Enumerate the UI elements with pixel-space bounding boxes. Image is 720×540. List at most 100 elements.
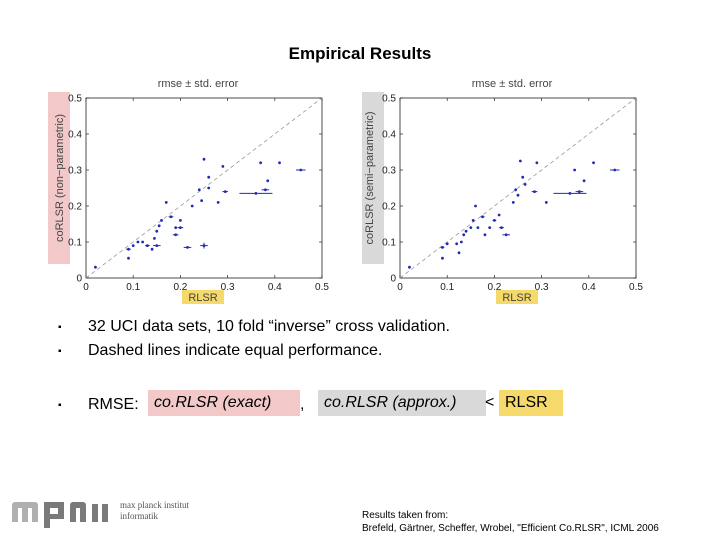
point-marker	[169, 215, 173, 219]
point-marker	[518, 159, 522, 163]
data-point	[222, 190, 229, 193]
x-tick-label: 0.4	[268, 282, 282, 293]
bullet-text: 32 UCI data sets, 10 fold “inverse” cros…	[88, 318, 450, 335]
point-marker	[516, 193, 520, 197]
bullet-icon: ▪	[58, 322, 62, 333]
data-point	[94, 265, 97, 269]
source-label: Results taken from:	[362, 510, 449, 521]
point-marker	[221, 165, 225, 168]
point-marker	[94, 265, 97, 269]
data-point	[457, 251, 461, 255]
data-point	[514, 188, 518, 192]
data-point	[582, 179, 586, 183]
x-tick-label: 0.1	[440, 282, 454, 293]
point-marker	[136, 240, 140, 244]
point-marker	[504, 233, 508, 237]
point-marker	[582, 179, 586, 183]
point-marker	[511, 201, 515, 204]
x-tick-label: 0.2	[173, 282, 187, 293]
data-point	[127, 256, 130, 260]
point-marker	[164, 201, 168, 204]
point-marker	[459, 240, 463, 244]
data-point	[216, 201, 220, 204]
chart-title: rmse ± std. error	[472, 78, 553, 90]
data-point	[183, 246, 192, 249]
bullet-text: Dashed lines indicate equal performance.	[88, 342, 383, 359]
point-marker	[462, 233, 466, 237]
data-point	[202, 157, 206, 161]
point-marker	[457, 251, 461, 255]
point-marker	[299, 168, 303, 172]
data-point	[408, 265, 411, 269]
data-point	[511, 201, 515, 204]
data-point	[266, 179, 270, 183]
source-citation: Results taken from: Brefeld, Gärtner, Sc…	[362, 509, 659, 535]
data-point	[261, 188, 270, 192]
point-marker	[514, 188, 518, 192]
highlight-approx: co.RLSR (approx.)	[318, 390, 486, 416]
x-tick-label: 0.5	[629, 282, 643, 293]
data-point	[150, 247, 154, 251]
data-point	[200, 242, 208, 249]
data-point	[464, 229, 468, 233]
y-tick-label: 0.1	[382, 238, 396, 249]
data-point	[516, 193, 520, 197]
data-point	[172, 233, 179, 237]
plot-frame	[85, 97, 323, 279]
point-marker	[197, 188, 201, 192]
data-point	[535, 161, 539, 165]
data-point	[168, 215, 174, 219]
point-marker	[186, 246, 189, 249]
point-marker	[469, 226, 473, 230]
x-tick-label: 0.1	[126, 282, 140, 293]
point-marker	[127, 256, 130, 260]
point-marker	[408, 265, 411, 269]
data-point	[518, 159, 522, 163]
data-point	[141, 240, 145, 244]
data-point	[160, 219, 163, 222]
less-than-sign: <	[485, 394, 495, 411]
data-point	[575, 190, 584, 193]
point-marker	[207, 175, 211, 179]
logo-text-line: informatik	[120, 511, 158, 521]
x-axis-label: RLSR	[188, 292, 217, 304]
data-point	[207, 175, 211, 179]
point-marker	[263, 188, 267, 192]
point-marker	[488, 226, 492, 230]
data-point	[523, 183, 527, 186]
point-marker	[521, 175, 525, 179]
point-marker	[500, 226, 503, 230]
data-point	[455, 242, 459, 246]
point-marker	[174, 233, 178, 237]
separator-comma: ,	[300, 396, 305, 413]
point-marker	[266, 179, 270, 183]
point-marker	[535, 161, 539, 165]
equal-performance-line	[399, 97, 637, 279]
point-marker	[481, 215, 484, 219]
point-marker	[216, 201, 220, 204]
data-point	[126, 247, 131, 251]
y-tick-label: 0.4	[68, 130, 82, 141]
point-marker	[145, 244, 149, 248]
bullet-icon: ▪	[58, 346, 62, 357]
plot-frame	[399, 97, 637, 279]
slide-title: Empirical Results	[288, 44, 432, 63]
rmse-label: RMSE:	[88, 396, 139, 413]
point-marker	[153, 237, 156, 240]
data-point	[190, 204, 194, 208]
point-marker	[441, 256, 444, 260]
data-point	[445, 242, 449, 246]
point-marker	[141, 240, 145, 244]
point-marker	[471, 219, 475, 222]
chart-title: rmse ± std. error	[158, 78, 239, 90]
xlabel-highlight	[496, 290, 538, 304]
y-tick-label: 0.4	[382, 130, 396, 141]
point-marker	[455, 242, 459, 246]
data-point	[441, 256, 444, 260]
plot-area: 0 0.1 0.2 0.3 0.4 0.5 0 0.1 0.2 0.3 0.4 0.5	[68, 94, 329, 294]
x-tick-label: 0.2	[487, 282, 501, 293]
data-point	[499, 226, 504, 230]
data-point	[296, 168, 306, 172]
y-tick-label: 0.5	[382, 94, 396, 105]
point-marker	[223, 190, 227, 193]
